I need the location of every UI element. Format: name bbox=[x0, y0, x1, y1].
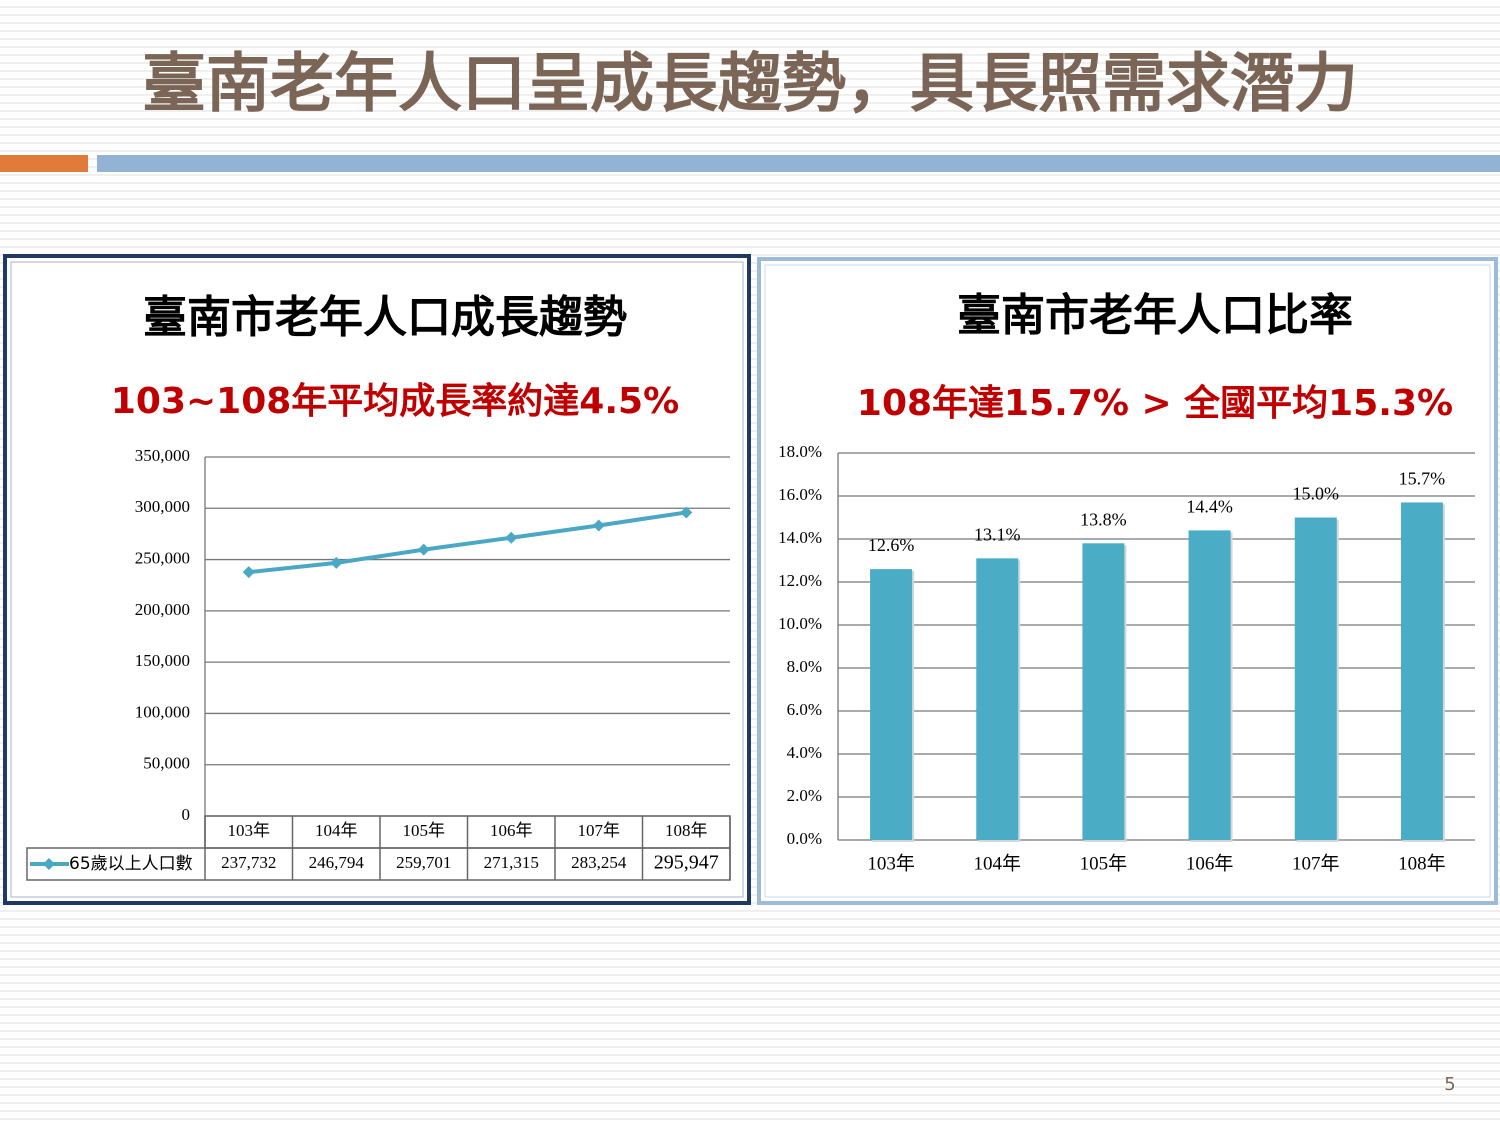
y-tick-label: 4.0% bbox=[787, 743, 822, 762]
x-tick-label: 104年 bbox=[973, 852, 1021, 874]
table-value: 259,701 bbox=[396, 853, 451, 872]
slide-title: 臺南老年人口呈成長趨勢，具長照需求潛力 bbox=[142, 48, 1358, 122]
point-marker bbox=[242, 566, 255, 579]
bar bbox=[1400, 502, 1443, 840]
right-panel bbox=[757, 257, 1498, 905]
data-label: 12.6% bbox=[868, 535, 915, 555]
x-tick-label: 106年 bbox=[1186, 852, 1234, 874]
y-tick-label: 16.0% bbox=[778, 485, 822, 504]
y-tick-label: 150,000 bbox=[135, 651, 190, 670]
divider-bar bbox=[97, 155, 1500, 172]
table-value: 271,315 bbox=[484, 853, 539, 872]
x-tick-label: 108年 bbox=[665, 821, 708, 840]
x-tick-label: 105年 bbox=[403, 821, 446, 840]
legend-marker bbox=[43, 858, 55, 870]
data-label: 15.7% bbox=[1399, 469, 1446, 489]
point-marker bbox=[680, 506, 693, 519]
data-label: 13.1% bbox=[974, 524, 1021, 544]
y-tick-label: 2.0% bbox=[787, 786, 822, 805]
bar bbox=[870, 569, 913, 840]
series-line bbox=[248, 510, 687, 575]
x-tick-label: 103年 bbox=[867, 852, 915, 874]
chart-subtitle: 108年達15.7% > 全國平均15.3% bbox=[857, 382, 1453, 424]
chart-title: 臺南市老年人口成長趨勢 bbox=[143, 292, 627, 343]
point-marker bbox=[417, 543, 430, 556]
y-tick-label: 6.0% bbox=[787, 700, 822, 719]
chart-subtitle: 103~108年平均成長率約達4.5% bbox=[111, 381, 679, 422]
chart-title: 臺南市老年人口比率 bbox=[957, 290, 1353, 341]
data-label: 15.0% bbox=[1293, 484, 1340, 504]
right-panel-inner bbox=[764, 264, 1491, 898]
bar bbox=[1082, 543, 1125, 840]
y-tick-label: 0.0% bbox=[787, 829, 822, 848]
y-tick-label: 250,000 bbox=[135, 548, 190, 567]
legend-label: 65歲以上人口數 bbox=[69, 854, 193, 874]
y-tick-label: 350,000 bbox=[135, 446, 190, 465]
accent-bar bbox=[0, 155, 88, 172]
y-tick-label: 200,000 bbox=[135, 600, 190, 619]
table-value: 283,254 bbox=[571, 853, 627, 872]
x-tick-label: 107年 bbox=[578, 821, 621, 840]
y-tick-label: 18.0% bbox=[778, 442, 822, 461]
y-tick-label: 10.0% bbox=[778, 614, 822, 633]
x-tick-label: 103年 bbox=[228, 821, 271, 840]
y-tick-label: 100,000 bbox=[135, 702, 190, 721]
table-value: 295,947 bbox=[654, 852, 719, 874]
left-panel-inner bbox=[10, 261, 744, 898]
y-tick-label: 12.0% bbox=[778, 571, 822, 590]
data-label: 13.8% bbox=[1080, 509, 1127, 529]
x-tick-label: 108年 bbox=[1398, 852, 1446, 874]
x-tick-label: 104年 bbox=[315, 821, 358, 840]
point-marker bbox=[330, 556, 343, 569]
bar bbox=[1294, 517, 1337, 840]
data-label: 14.4% bbox=[1186, 497, 1233, 517]
point-marker bbox=[505, 531, 518, 544]
x-tick-label: 106年 bbox=[490, 821, 533, 840]
table-value: 246,794 bbox=[309, 853, 365, 872]
bar bbox=[976, 558, 1019, 840]
point-marker bbox=[592, 519, 605, 532]
x-tick-label: 105年 bbox=[1080, 852, 1128, 874]
table-value: 237,732 bbox=[221, 853, 276, 872]
y-tick-label: 300,000 bbox=[135, 497, 190, 516]
y-tick-label: 8.0% bbox=[787, 657, 822, 676]
y-tick-label: 0 bbox=[182, 805, 191, 824]
y-tick-label: 50,000 bbox=[143, 754, 190, 773]
page-number: 5 bbox=[1444, 1074, 1455, 1095]
x-tick-label: 107年 bbox=[1292, 852, 1340, 874]
left-panel bbox=[3, 254, 751, 905]
bar bbox=[1188, 530, 1231, 840]
y-tick-label: 14.0% bbox=[778, 528, 822, 547]
